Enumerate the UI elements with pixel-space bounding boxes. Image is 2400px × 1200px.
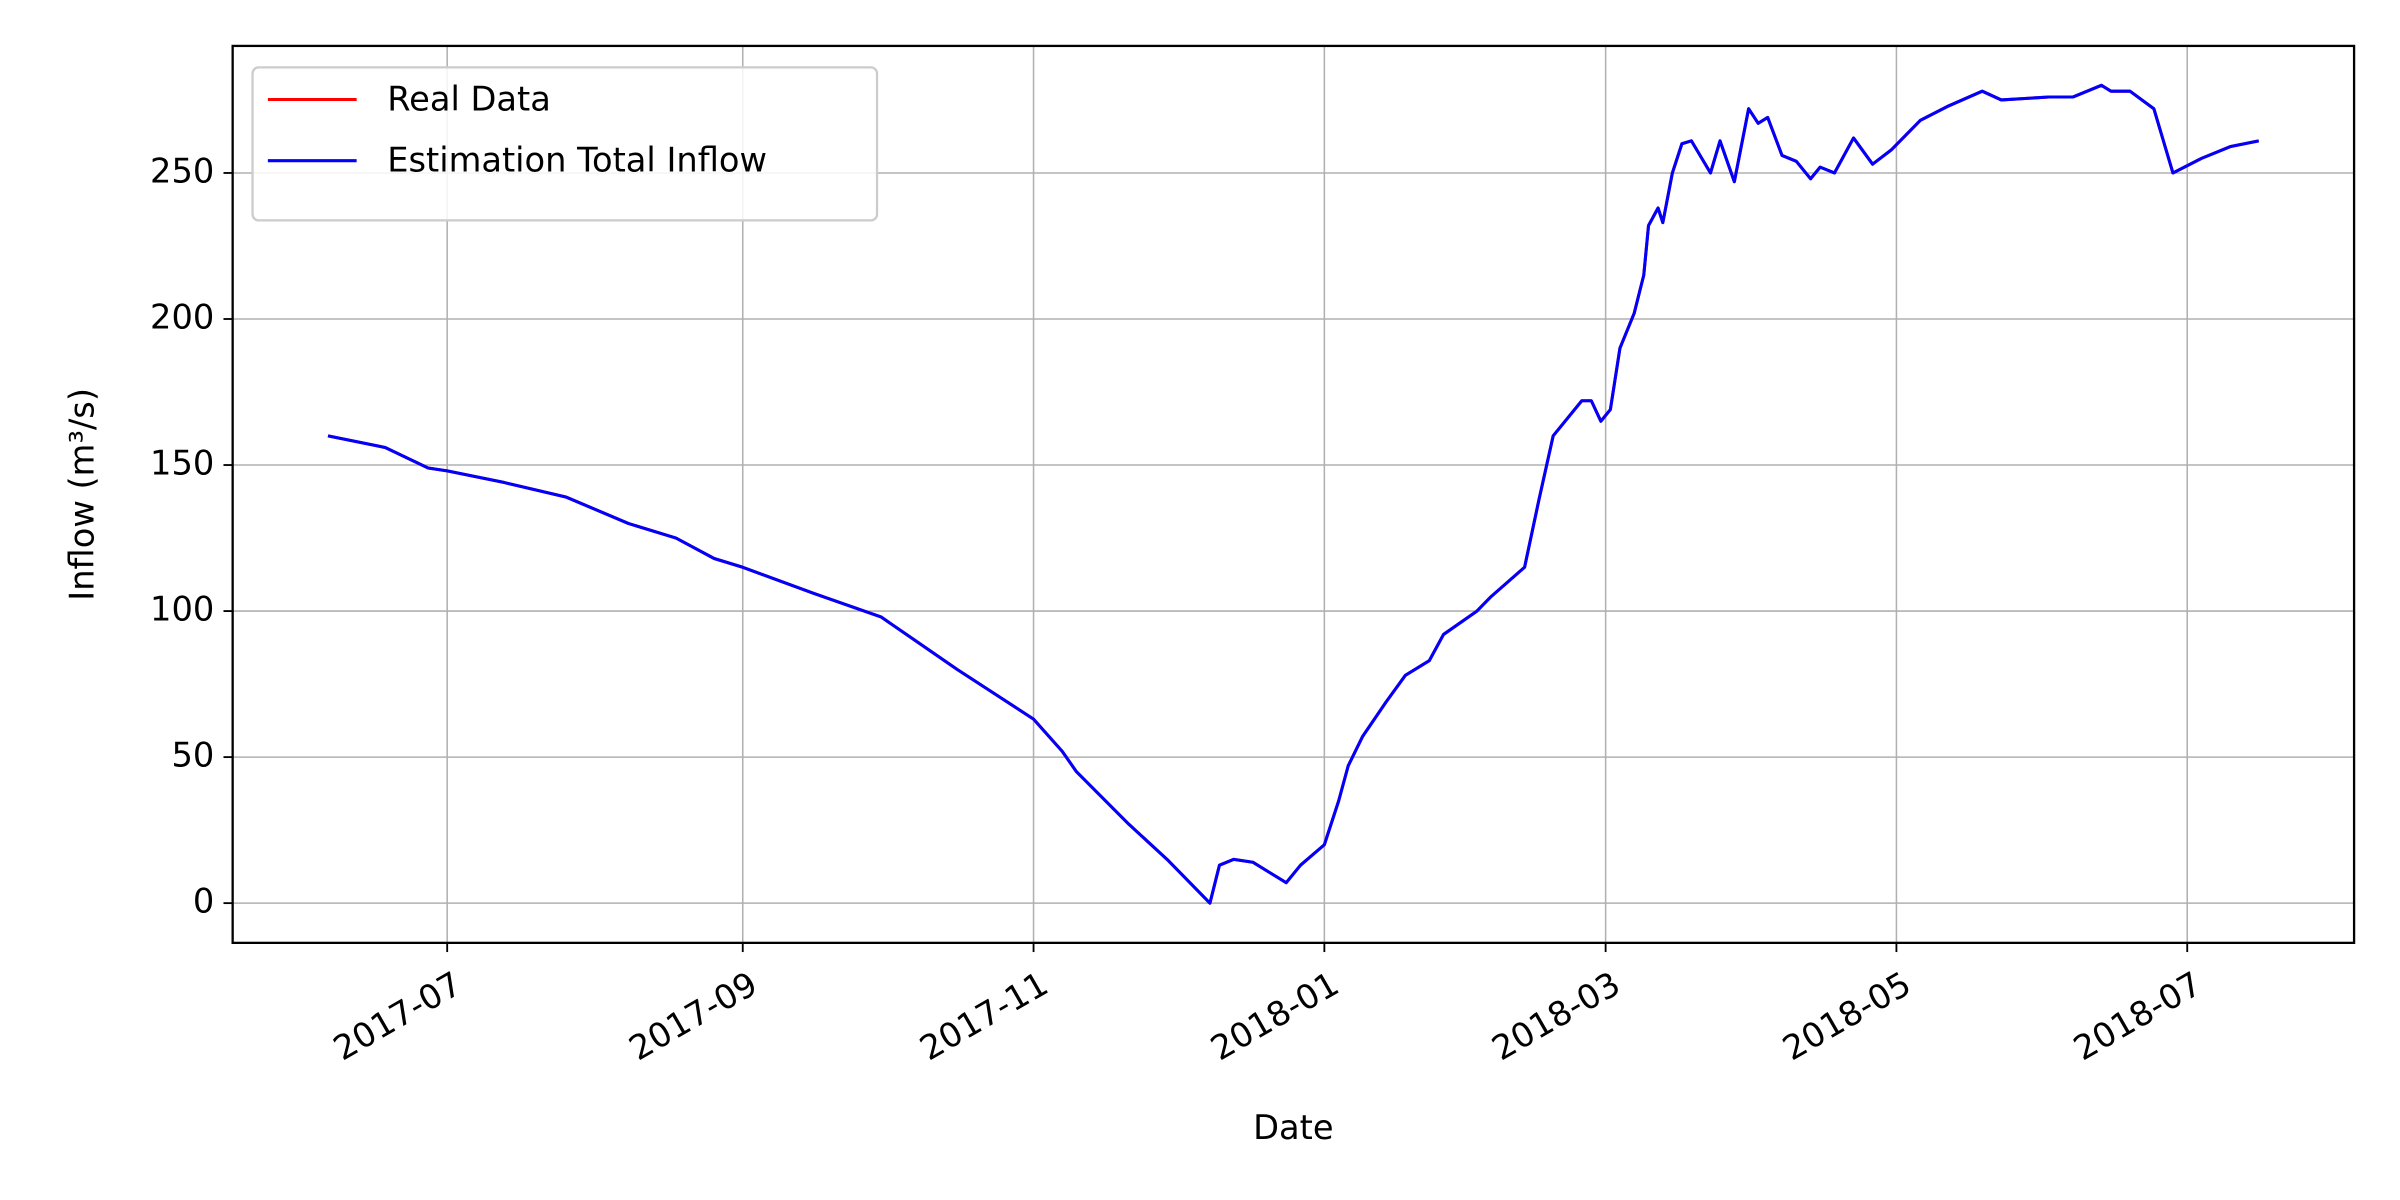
legend: Real Data Estimation Total Inflow [251, 66, 879, 222]
y-tick-label: 100 [150, 590, 214, 629]
series-line [327, 83, 2260, 905]
legend-label: Estimation Total Inflow [387, 141, 767, 180]
y-tick-label: 200 [150, 298, 214, 337]
y-tick-label: 0 [193, 882, 214, 921]
legend-box [251, 66, 879, 222]
y-axis-label: Inflow (m³/s) [63, 388, 102, 601]
y-tick-label: 50 [171, 736, 214, 775]
y-tick-label: 150 [150, 444, 214, 483]
y-tick-label: 250 [150, 151, 214, 190]
x-axis-label: Date [1253, 1108, 1333, 1147]
legend-label: Real Data [387, 80, 551, 119]
plot-frame [231, 44, 2356, 945]
lines [327, 83, 2260, 905]
